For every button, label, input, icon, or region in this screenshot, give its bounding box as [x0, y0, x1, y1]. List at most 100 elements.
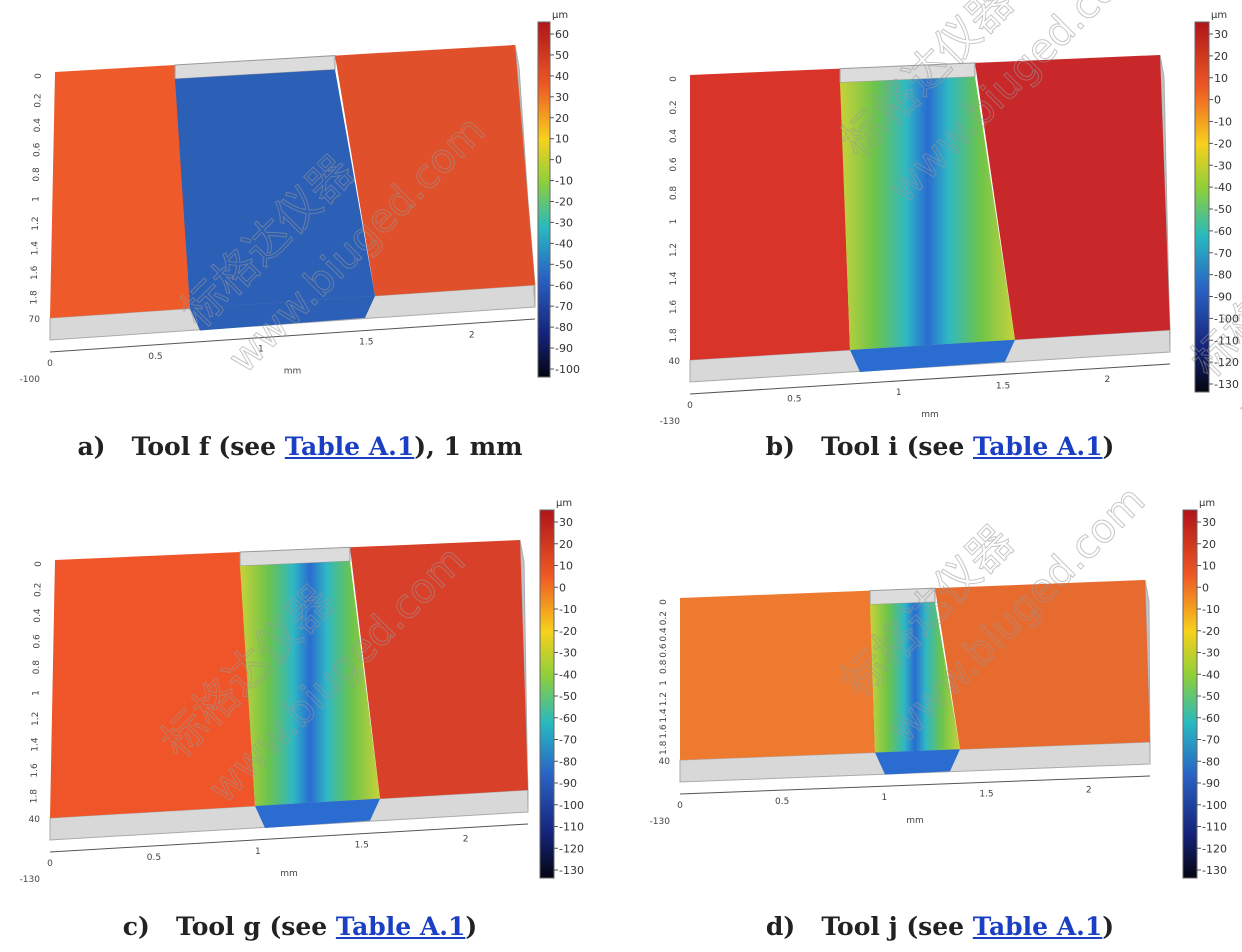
x-axis-title: mm — [280, 869, 298, 879]
colorbar-tick-label: -100 — [555, 363, 580, 376]
x-tick-label: 0 — [47, 859, 53, 869]
x-tick-label: 1 — [255, 847, 261, 857]
colorbar-tick-label: -50 — [1214, 203, 1232, 216]
colorbar-tick-label: 50 — [555, 49, 569, 62]
y-tick-label: 0.4 — [669, 129, 679, 144]
caption-link[interactable]: Table A.1 — [973, 912, 1103, 941]
colorbar-tick-label: -120 — [559, 842, 584, 855]
colorbar-tick-label: 10 — [1202, 560, 1216, 573]
x-tick-label: 1.5 — [359, 337, 373, 347]
colorbar-tick-label: 0 — [1202, 581, 1209, 594]
colorbar-tick-label: -30 — [559, 647, 577, 660]
colorbar-tick-label: 10 — [555, 133, 569, 146]
y-tick-label: 1.6 — [659, 724, 669, 739]
y-tick-label: 1.4 — [31, 241, 41, 256]
colorbar-unit: µm — [1199, 498, 1215, 509]
colorbar-tick-label: -100 — [1202, 799, 1227, 812]
y-tick-label: 0.2 — [34, 583, 44, 597]
colorbar-tick-label: -10 — [1202, 603, 1220, 616]
z-tick-label: 40 — [659, 757, 671, 767]
caption-link[interactable]: Table A.1 — [336, 912, 466, 941]
x-tick-label: 2 — [463, 835, 469, 845]
colorbar-tick-label: -130 — [559, 864, 584, 877]
colorbar-unit: µm — [552, 10, 568, 21]
z-tick-label: 70 — [29, 315, 41, 325]
y-tick-label: 1.8 — [30, 789, 40, 804]
colorbar-tick-label: -40 — [1202, 668, 1220, 681]
y-tick-label: 0.4 — [33, 118, 43, 133]
colorbar-tick-label: 0 — [555, 154, 562, 167]
x-tick-label: 1 — [896, 388, 902, 398]
colorbar-tick-label: 60 — [555, 28, 569, 41]
x-tick-label: 0.5 — [147, 853, 161, 863]
colorbar-tick-label: -30 — [1214, 159, 1232, 172]
colorbar-tick-label: -110 — [559, 821, 584, 834]
colorbar — [540, 510, 554, 878]
y-tick-label: 1.4 — [659, 708, 669, 723]
y-tick-label: 0.4 — [33, 608, 43, 623]
y-tick-label: 0.4 — [659, 627, 669, 642]
colorbar-tick-label: -80 — [559, 755, 577, 768]
colorbar-tick-label: -10 — [1214, 116, 1232, 129]
y-tick-label: 1 — [32, 690, 42, 696]
caption-text: Tool i (see — [821, 432, 973, 461]
colorbar-tick-label: -50 — [559, 690, 577, 703]
colorbar-tick-label: 20 — [555, 112, 569, 125]
x-tick-label: 0.5 — [775, 797, 789, 807]
colorbar-tick-label: 40 — [555, 70, 569, 83]
colorbar — [538, 22, 550, 377]
caption-link[interactable]: Table A.1 — [285, 432, 415, 461]
colorbar-tick-label: -80 — [1202, 755, 1220, 768]
caption-suffix: ) — [1102, 912, 1114, 941]
surface-left — [50, 65, 190, 318]
y-tick-label: 1 — [669, 219, 679, 225]
colorbar-tick-label: -30 — [1202, 647, 1220, 660]
caption-suffix: ), 1 mm — [414, 432, 522, 461]
y-tick-label: 0 — [34, 73, 44, 79]
colorbar-tick-label: -20 — [555, 196, 573, 209]
y-tick-label: 0.6 — [33, 142, 43, 157]
caption: d) Tool j (see Table A.1) — [766, 912, 1114, 941]
colorbar-tick-label: -120 — [1202, 842, 1227, 855]
colorbar-tick-label: -110 — [1202, 821, 1227, 834]
page: 00.20.40.60.811.21.41.61.870-10000.511.5… — [0, 0, 1242, 952]
x-tick-label: 0 — [677, 801, 683, 811]
x-tick-label: 1.5 — [996, 381, 1010, 391]
y-tick-label: 0.6 — [669, 157, 679, 172]
x-tick-label: 1.5 — [979, 789, 993, 799]
colorbar-tick-label: -60 — [1202, 712, 1220, 725]
colorbar-tick-label: -60 — [555, 279, 573, 292]
y-tick-label: 0.6 — [33, 634, 43, 649]
y-tick-label: 1.2 — [669, 243, 679, 257]
y-tick-label: 0 — [669, 76, 679, 82]
caption: c) Tool g (see Table A.1) — [123, 912, 477, 941]
colorbar — [1183, 510, 1197, 878]
colorbar-tick-label: -70 — [555, 300, 573, 313]
caption-label: d) — [766, 912, 795, 941]
surface-left — [690, 69, 850, 360]
y-tick-label: 1.8 — [669, 328, 679, 343]
caption-link[interactable]: Table A.1 — [973, 432, 1103, 461]
colorbar-tick-label: -90 — [1202, 777, 1220, 790]
colorbar-tick-label: -90 — [1214, 291, 1232, 304]
colorbar-tick-label: -20 — [1202, 625, 1220, 638]
x-tick-label: 0.5 — [148, 352, 162, 362]
y-tick-label: 0.8 — [669, 186, 679, 201]
y-tick-label: 1.6 — [30, 763, 40, 778]
y-tick-label: 1 — [32, 196, 42, 202]
caption-text: Tool f (see — [132, 432, 285, 461]
z-tick-label: 40 — [669, 357, 681, 367]
z-tick-label: -100 — [20, 375, 41, 385]
colorbar-tick-label: -10 — [559, 603, 577, 616]
colorbar-tick-label: -60 — [559, 712, 577, 725]
y-tick-label: 1.2 — [659, 692, 669, 706]
caption: a) Tool f (see Table A.1), 1 mm — [77, 432, 522, 461]
colorbar-tick-label: 20 — [1202, 538, 1216, 551]
colorbar-tick-label: -40 — [555, 237, 573, 250]
x-axis-title: mm — [906, 816, 924, 826]
colorbar-tick-label: 30 — [555, 91, 569, 104]
colorbar-tick-label: -90 — [555, 342, 573, 355]
colorbar-tick-label: 0 — [1214, 94, 1221, 107]
caption-text: Tool j (see — [821, 912, 972, 941]
caption-label: b) — [766, 432, 795, 461]
